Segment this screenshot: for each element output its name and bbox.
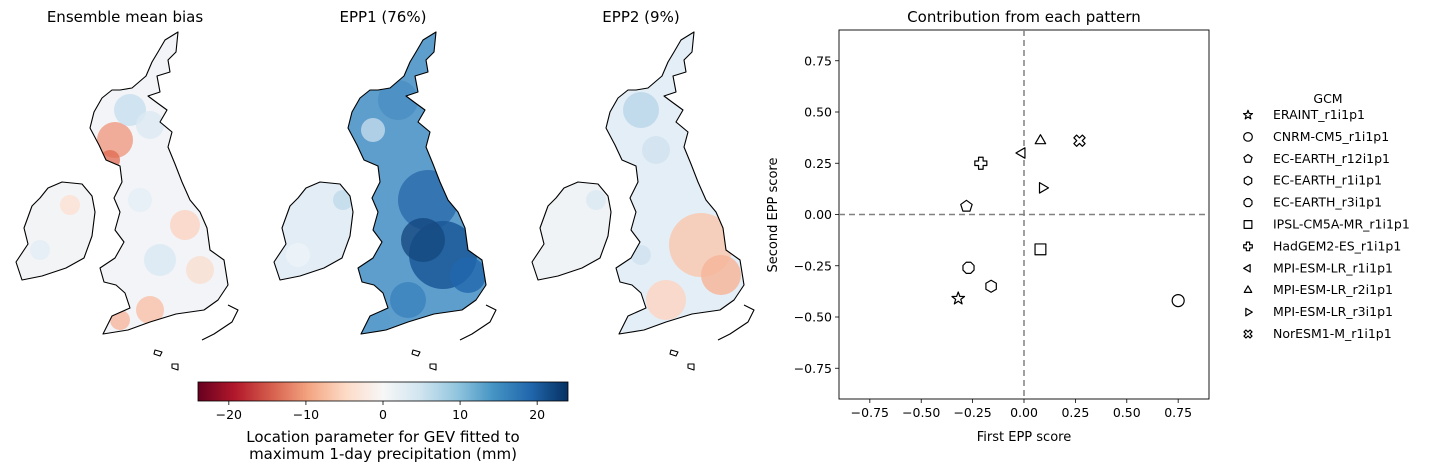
map-title: Ensemble mean bias <box>47 8 204 26</box>
scatter-chart: Contribution from each pattern −0.75 −0.5… <box>766 8 1210 445</box>
colorbar-tick-label: 0 <box>379 407 387 422</box>
colorbar-tick-label: 10 <box>452 407 468 422</box>
point-octagon-marker <box>962 261 975 274</box>
map-ensemble-mean-bias: Ensemble mean bias <box>15 8 239 371</box>
x-tick-label: 0.00 <box>1010 405 1038 420</box>
point-star-marker <box>951 291 966 305</box>
map-epp1: EPP1 (76%) <box>273 8 497 371</box>
point-hexagon-marker <box>985 279 997 293</box>
point-square-marker <box>1034 243 1047 256</box>
x-tick-label: 0.25 <box>1061 405 1089 420</box>
map-coastline <box>15 31 239 371</box>
legend-item: MPI-ESM-LR_r3i1p1 <box>1245 304 1393 319</box>
point-pentagon-marker <box>960 199 973 212</box>
y-axis-label: Second EPP score <box>766 158 781 273</box>
legend-triangle-up-marker <box>1243 285 1253 293</box>
point-triangle-up-marker <box>1034 134 1047 145</box>
x-tick-label: −0.25 <box>953 405 991 420</box>
colorbar-gradient <box>197 381 569 402</box>
y-tick-label: 0.25 <box>804 156 832 171</box>
legend-item: IPSL-CM5A-MR_r1i1p1 <box>1243 217 1410 232</box>
map-title: EPP1 (76%) <box>340 8 427 26</box>
colorbar-ticks: −20 −10 0 10 20 <box>216 401 545 422</box>
map-field <box>16 32 228 334</box>
x-tick-label: 0.50 <box>1113 405 1141 420</box>
x-tick-label: −0.75 <box>851 405 889 420</box>
legend-triangle-right-marker <box>1245 307 1253 317</box>
legend-square-marker <box>1243 220 1253 229</box>
legend-item: EC-EARTH_r1i1p1 <box>1243 173 1382 188</box>
legend-label: MPI-ESM-LR_r2i1p1 <box>1273 282 1393 297</box>
point-x-filled-marker <box>1073 134 1086 147</box>
x-axis-label: First EPP score <box>977 430 1071 445</box>
legend-hexagon-marker <box>1243 175 1253 186</box>
y-tick-label: 0.00 <box>804 207 832 222</box>
map-coastline <box>273 31 497 371</box>
colorbar-tick-label: 20 <box>529 407 545 422</box>
x-tick-label: −0.50 <box>902 405 940 420</box>
legend-title: GCM <box>1313 91 1342 106</box>
colorbar: −20 −10 0 10 20 Location parameter for GEV f… <box>197 381 569 463</box>
point-plus-marker <box>974 156 988 170</box>
legend-item: HadGEM2-ES_r1i1p1 <box>1243 238 1401 253</box>
legend-circle-marker <box>1243 131 1253 142</box>
y-tick-label: 0.75 <box>804 53 832 68</box>
colorbar-tick-label: −20 <box>216 407 242 422</box>
y-axis-ticks: −0.75 −0.50 −0.25 0.00 0.25 0.50 0.75 <box>794 53 839 376</box>
colorbar-label-line1: Location parameter for GEV fitted to <box>246 428 519 446</box>
point-triangle-right-marker <box>1038 182 1050 194</box>
legend-label: MPI-ESM-LR_r3i1p1 <box>1273 304 1393 319</box>
legend-octagon-marker <box>1243 198 1253 208</box>
colorbar-label-line2: maximum 1-day precipitation (mm) <box>249 445 517 463</box>
map-epp2: EPP2 (9%) <box>531 8 755 371</box>
legend-label: EC-EARTH_r12i1p1 <box>1273 151 1390 166</box>
x-axis-ticks: −0.75 −0.50 −0.25 0.00 0.25 0.50 0.75 <box>851 399 1192 420</box>
legend-item: ERAINT_r1i1p1 <box>1242 107 1365 122</box>
legend-label: EC-EARTH_r3i1p1 <box>1273 195 1382 210</box>
legend-label: CNRM-CM5_r1i1p1 <box>1273 129 1389 144</box>
y-tick-label: −0.75 <box>794 361 832 376</box>
legend-pentagon-marker <box>1243 153 1253 163</box>
legend-label: EC-EARTH_r1i1p1 <box>1273 173 1382 188</box>
y-tick-label: 0.50 <box>804 105 832 120</box>
chart-title: Contribution from each pattern <box>907 8 1141 26</box>
map-title: EPP2 (9%) <box>602 8 679 26</box>
colorbar-tick-label: −10 <box>293 407 319 422</box>
legend-star-marker <box>1242 109 1254 120</box>
y-tick-label: −0.50 <box>794 310 832 325</box>
map-field <box>532 32 744 334</box>
reference-lines <box>839 30 1209 399</box>
point-triangle-left-marker <box>1015 147 1026 159</box>
legend-label: ERAINT_r1i1p1 <box>1273 107 1365 122</box>
legend-x-filled-marker <box>1243 329 1253 339</box>
y-tick-label: −0.25 <box>794 258 832 273</box>
data-points <box>951 134 1185 308</box>
map-field <box>274 32 486 334</box>
legend: GCM ERAINT_r1i1p1 CNRM-CM5_r1i1p1 EC-EARTH… <box>1242 91 1410 341</box>
legend-label: IPSL-CM5A-MR_r1i1p1 <box>1273 217 1410 232</box>
legend-item: EC-EARTH_r12i1p1 <box>1243 151 1390 166</box>
point-circle-marker <box>1171 294 1185 308</box>
legend-item: EC-EARTH_r3i1p1 <box>1243 195 1382 210</box>
legend-label: HadGEM2-ES_r1i1p1 <box>1273 238 1401 253</box>
legend-triangle-left-marker <box>1243 263 1251 273</box>
legend-item: CNRM-CM5_r1i1p1 <box>1243 129 1389 144</box>
legend-item: MPI-ESM-LR_r1i1p1 <box>1243 260 1393 275</box>
legend-label: NorESM1-M_r1i1p1 <box>1273 326 1392 341</box>
map-coastline <box>531 31 755 371</box>
legend-item: NorESM1-M_r1i1p1 <box>1243 326 1392 341</box>
legend-label: MPI-ESM-LR_r1i1p1 <box>1273 260 1393 275</box>
legend-plus-marker <box>1243 241 1253 252</box>
x-tick-label: 0.75 <box>1164 405 1192 420</box>
legend-item: MPI-ESM-LR_r2i1p1 <box>1243 282 1393 297</box>
